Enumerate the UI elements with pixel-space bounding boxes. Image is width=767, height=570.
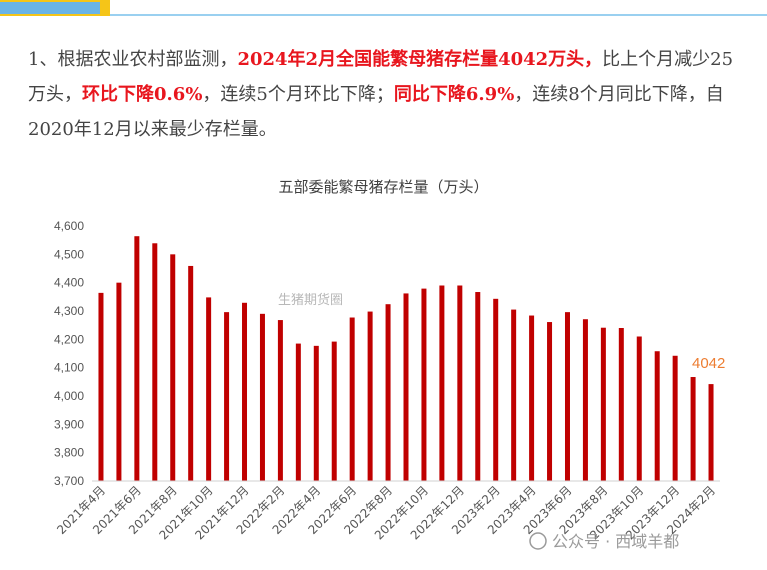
bar: [367, 311, 373, 481]
bar: [547, 322, 553, 481]
bar: [313, 345, 319, 481]
bar: [98, 292, 104, 481]
bar: [654, 351, 660, 481]
bar: [331, 341, 337, 481]
intro-highlight-2: 环比下降0.6%: [82, 84, 203, 105]
bar: [511, 309, 517, 481]
bar: [295, 343, 301, 481]
bar-series: [98, 236, 714, 481]
intro-highlight-1: 2024年2月全国能繁母猪存栏量4042万头，: [237, 49, 603, 70]
bar: [475, 292, 481, 481]
y-tick-label: 4,500: [54, 247, 84, 261]
header-blue-bar: [0, 2, 100, 14]
intro-text-3: ，连续5个月环比下降；: [202, 84, 394, 105]
wechat-icon: [529, 532, 547, 550]
source-watermark: 公众号 · 西域羊都: [529, 532, 679, 551]
bar: [188, 265, 194, 481]
bar: [690, 377, 696, 481]
y-tick-label: 4,000: [54, 389, 84, 403]
last-value-label: 4042: [692, 355, 725, 372]
bar: [277, 320, 283, 481]
bar: [224, 312, 230, 481]
chart-title: 五部委能繁母猪存栏量（万头）: [278, 178, 489, 196]
bar: [529, 315, 535, 481]
y-tick-label: 3,900: [54, 417, 84, 431]
bar: [349, 317, 355, 481]
bar: [242, 302, 248, 481]
bar: [672, 355, 678, 481]
intro-paragraph: 1、根据农业农村部监测，2024年2月全国能繁母猪存栏量4042万头，比上个月减…: [28, 42, 748, 147]
y-tick-label: 4,300: [54, 304, 84, 318]
bar: [170, 254, 176, 481]
bar: [439, 285, 445, 481]
y-tick-label: 4,600: [54, 219, 84, 233]
header-divider: [110, 14, 767, 16]
bar: [582, 319, 588, 481]
y-tick-label: 3,800: [54, 446, 84, 460]
bar: [457, 285, 463, 481]
source-text: 公众号 · 西域羊都: [552, 532, 679, 551]
bar: [385, 304, 391, 481]
y-tick-label: 4,200: [54, 332, 84, 346]
y-tick-label: 4,100: [54, 361, 84, 375]
header-decoration: [0, 0, 767, 18]
watermark-text: 生猪期货圈: [278, 292, 343, 308]
bar: [564, 312, 570, 481]
bar: [636, 336, 642, 481]
bar: [600, 327, 606, 481]
bar: [116, 282, 122, 481]
y-tick-label: 4,400: [54, 276, 84, 290]
bar: [708, 384, 714, 481]
y-axis: 3,700 3,800 3,900 4,000 4,100 4,200 4,300 4,400…: [54, 219, 84, 488]
bar: [403, 293, 409, 481]
bar: [134, 236, 140, 481]
bar: [152, 243, 158, 481]
bar: [618, 328, 624, 481]
intro-highlight-3: 同比下降6.9%: [393, 84, 515, 105]
y-tick-label: 3,700: [54, 474, 84, 488]
bar: [421, 288, 427, 481]
intro-text-1: 1、根据农业农村部监测，: [28, 49, 238, 70]
intro-text-4: ，连续8个月同比下降，自2020年12月以来最少存栏量。: [28, 84, 724, 140]
bar: [493, 298, 499, 481]
intro-text-2: 比上个月减少25万头，: [28, 49, 734, 105]
bar: [259, 313, 265, 481]
bar: [206, 297, 212, 481]
